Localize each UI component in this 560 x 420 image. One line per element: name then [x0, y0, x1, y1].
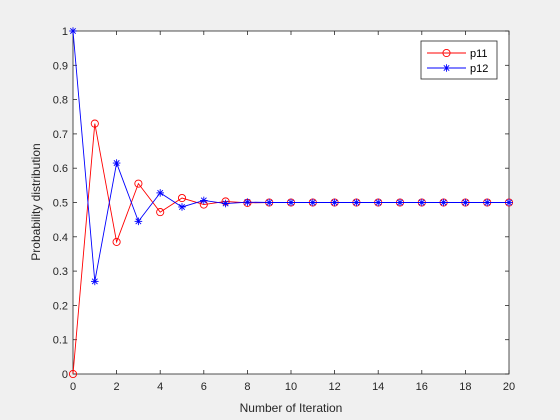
legend-marker-p11 — [442, 48, 451, 58]
data-point-p12 — [69, 27, 77, 35]
data-point-p11 — [156, 208, 165, 217]
data-point-p12 — [418, 198, 426, 207]
data-point-p12 — [287, 198, 295, 207]
legend-label-p11: p11 — [470, 48, 488, 60]
x-tick-label: 16 — [416, 381, 428, 393]
data-point-p12 — [461, 198, 470, 207]
y-tick-label: 0.5 — [53, 198, 68, 210]
x-tick-label: 0 — [70, 381, 76, 393]
x-tick-label: 4 — [157, 381, 163, 393]
data-point-p12 — [156, 189, 164, 197]
y-tick-label: 0.2 — [53, 300, 68, 312]
data-point-p12 — [483, 198, 491, 207]
x-tick-label: 14 — [372, 381, 384, 393]
y-tick-label: 0.3 — [53, 266, 68, 278]
data-point-p12 — [309, 198, 317, 207]
data-point-p12 — [439, 198, 448, 207]
data-point-p12 — [265, 198, 273, 207]
y-axis-label: Probability distribution — [29, 143, 43, 260]
y-tick-label: 0.1 — [53, 335, 68, 347]
data-point-p11 — [90, 119, 99, 128]
x-tick-label: 18 — [459, 381, 471, 393]
data-point-p12 — [396, 198, 404, 207]
x-tick-label: 10 — [285, 381, 297, 393]
x-tick-label: 20 — [503, 381, 515, 393]
data-point-p12 — [243, 198, 252, 206]
data-point-p12 — [134, 217, 143, 226]
data-point-p11 — [112, 237, 121, 246]
data-point-p12 — [91, 277, 99, 286]
data-point-p11 — [134, 179, 143, 188]
x-tick-label: 2 — [114, 381, 120, 393]
y-tick-label: 0.6 — [53, 163, 68, 175]
data-point-p12 — [330, 198, 339, 207]
legend-label-p12: p12 — [470, 63, 488, 75]
x-tick-label: 6 — [201, 381, 207, 393]
x-tick-label: 8 — [244, 381, 250, 393]
data-point-p12 — [221, 199, 230, 208]
y-tick-label: 0.7 — [53, 129, 68, 141]
y-tick-label: 0.4 — [53, 232, 68, 244]
data-point-p11 — [68, 369, 78, 379]
x-tick-label: 12 — [328, 381, 340, 393]
y-tick-label: 0.9 — [53, 60, 68, 72]
data-point-p11 — [177, 193, 187, 203]
data-point-p12 — [374, 198, 382, 207]
y-tick-label: 0 — [62, 369, 68, 381]
data-point-p12 — [178, 203, 186, 211]
data-point-p12 — [200, 196, 208, 205]
data-point-p12 — [352, 198, 361, 207]
y-tick-label: 0.8 — [53, 95, 68, 107]
legend-box — [420, 40, 498, 80]
data-point-p12 — [112, 159, 121, 167]
legend-marker-p12 — [442, 64, 451, 72]
y-tick-label: 1 — [62, 26, 68, 38]
data-point-p12 — [505, 198, 513, 207]
x-axis-label: Number of Iteration — [240, 401, 343, 415]
